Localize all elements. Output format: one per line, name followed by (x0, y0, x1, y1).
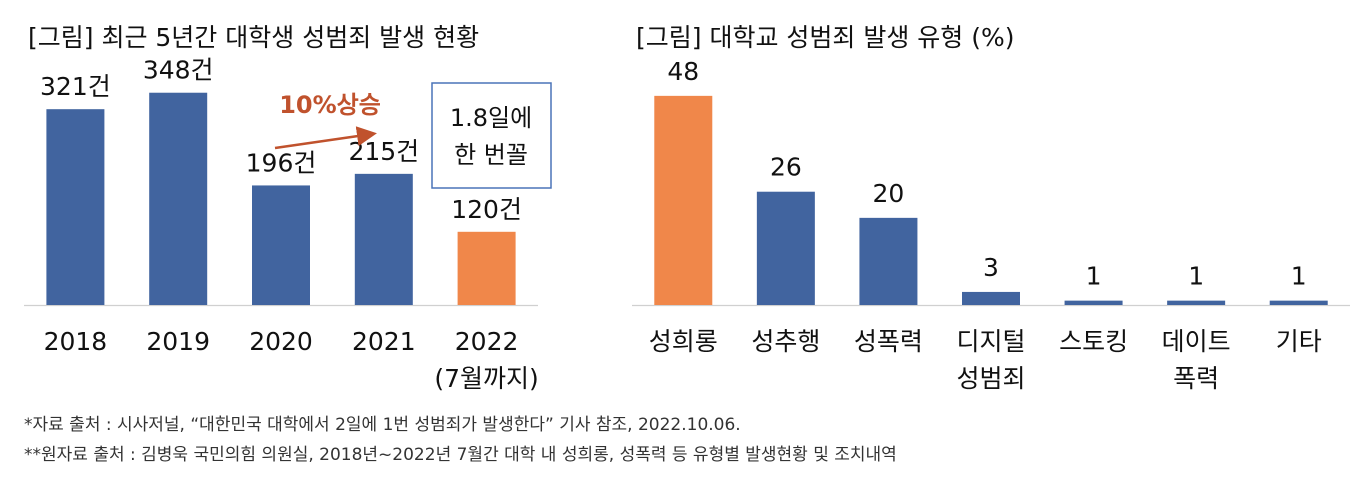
source-note-2: **원자료 출처 : 김병욱 국민의힘 의원실, 2018년~2022년 7월간… (24, 445, 897, 465)
left-bar-2 (149, 92, 208, 305)
source-note-1: *자료 출처 : 시사저널, “대한민국 대학에서 2일에 1번 성범죄가 발생… (24, 415, 741, 435)
right-value-label-5: 1 (1086, 262, 1102, 291)
right-category-label-3: 성폭력 (854, 327, 923, 356)
right-value-label-2: 26 (770, 153, 802, 182)
right-bar-5 (1064, 300, 1123, 305)
left-value-label-4: 215건 (348, 137, 419, 166)
right-category-label-5: 스토킹 (1059, 327, 1128, 356)
right-bar-6 (1167, 300, 1226, 305)
left-bar-4 (354, 173, 413, 305)
frequency-callout-box (431, 82, 552, 189)
right-bar-2 (756, 191, 815, 305)
right-category-label-4: 디지털 (956, 327, 1025, 356)
right-value-label-4: 3 (983, 253, 999, 282)
left-bar-3 (252, 185, 310, 305)
right-category-label-4-line-2: 성범죄 (956, 364, 1025, 393)
left-value-label-5: 120건 (451, 195, 522, 224)
left-bar-1 (46, 109, 105, 305)
left-category-label-5-line-2: (7월까지) (434, 364, 538, 393)
right-category-label-6-line-2: 폭력 (1173, 364, 1219, 393)
left-chart-title: [그림] 최근 5년간 대학생 성범죄 발생 현황 (28, 23, 480, 52)
right-value-label-3: 20 (873, 179, 905, 208)
left-category-label-1: 2018 (44, 327, 108, 356)
right-value-label-7: 1 (1291, 262, 1307, 291)
left-value-label-2: 348건 (143, 56, 214, 85)
left-chart: 321건 2018 348건 2019 196건 2020 215건 2021 120건 2022… (24, 56, 539, 393)
right-category-label-1: 성희롱 (649, 327, 718, 356)
right-category-label-6: 데이트 (1162, 327, 1231, 356)
right-bar-1 (654, 95, 713, 305)
left-category-label-5: 2022 (455, 327, 519, 356)
trend-annotation-label: 10%상승 (279, 91, 381, 119)
left-category-label-2: 2019 (146, 327, 210, 356)
left-value-label-1: 321건 (40, 72, 111, 101)
trend-arrow (274, 126, 377, 150)
right-bar-7 (1269, 300, 1328, 305)
left-category-label-3: 2020 (249, 327, 313, 356)
right-value-label-1: 48 (667, 57, 699, 86)
right-value-label-6: 1 (1188, 262, 1204, 291)
left-value-label-3: 196건 (246, 148, 317, 177)
right-bar-4 (962, 291, 1020, 305)
right-category-label-7: 기타 (1276, 327, 1322, 356)
right-bar-3 (859, 217, 918, 305)
frequency-callout-line-1: 1.8일에 (450, 104, 532, 132)
frequency-callout-line-2: 한 번꼴 (454, 141, 528, 169)
right-category-label-2: 성추행 (751, 327, 820, 356)
right-chart-title: [그림] 대학교 성범죄 발생 유형 (%) (636, 23, 1015, 52)
left-bar-5 (457, 231, 516, 305)
left-category-label-4: 2021 (352, 327, 416, 356)
